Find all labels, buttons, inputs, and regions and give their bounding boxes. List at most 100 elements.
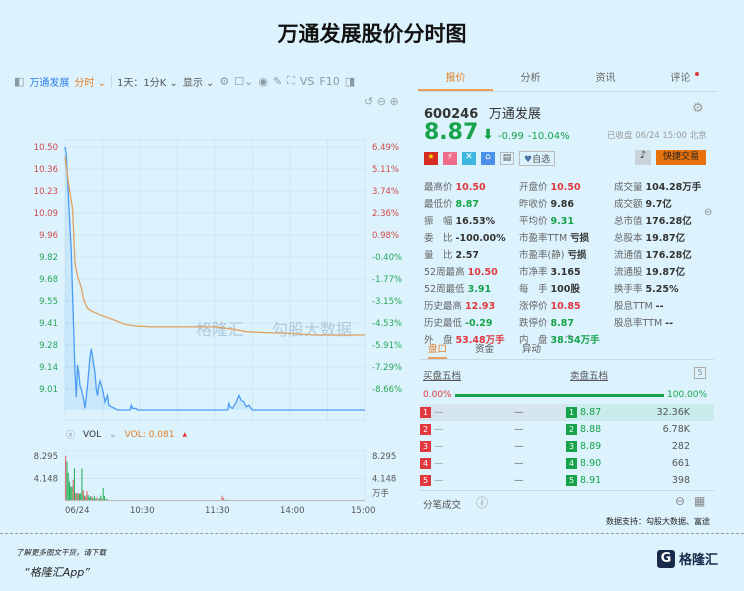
watchlist-button[interactable]: ♥自选 bbox=[519, 151, 556, 166]
gear-icon[interactable]: ⚙ bbox=[219, 74, 230, 88]
period-dropdown[interactable]: 1天：1分K ⌄ bbox=[116, 77, 178, 89]
volume-bar bbox=[83, 495, 85, 501]
volume-bar bbox=[71, 486, 73, 501]
tab-label: 资讯 bbox=[595, 73, 616, 84]
bid-level: 5 bbox=[420, 475, 431, 486]
volume-bar bbox=[96, 497, 98, 501]
down-arrow-icon: ⬇ bbox=[482, 127, 495, 143]
stock-name: 万通发展 bbox=[488, 107, 541, 122]
volume-bar bbox=[95, 498, 97, 501]
tab-2[interactable]: 资讯 bbox=[568, 66, 643, 91]
more-icon[interactable]: ⊖ bbox=[704, 207, 713, 218]
y-right-tick: 2.36% bbox=[372, 209, 399, 219]
stat-value: 12.93 bbox=[465, 301, 496, 312]
notification-dot bbox=[694, 72, 699, 76]
x-tick: 10:30 bbox=[130, 506, 155, 516]
zoom-out-icon[interactable]: ⊖ bbox=[376, 95, 386, 108]
stat-label: 股息率TTM bbox=[614, 318, 663, 329]
volume-bar bbox=[78, 493, 80, 501]
stat-value: 亏损 bbox=[567, 250, 587, 261]
y-left-tick: 9.14 bbox=[39, 363, 58, 373]
margin-icon[interactable]: ⚡ bbox=[443, 152, 457, 165]
y-right-tick: 6.49% bbox=[372, 143, 399, 153]
quick-trade-button[interactable]: 快捷交易 bbox=[656, 150, 706, 165]
level-count-button[interactable]: 5 bbox=[694, 367, 706, 379]
up-arrow-icon: ▲ bbox=[182, 431, 188, 438]
stat-value: 9.7亿 bbox=[645, 199, 672, 210]
square-dropdown-icon[interactable]: ☐⌄ bbox=[234, 74, 254, 88]
f10-button[interactable]: F10 bbox=[319, 74, 340, 88]
watermark-gelonghui: 格隆汇 bbox=[196, 320, 244, 339]
mode-dropdown[interactable]: 分时 ⌄ bbox=[74, 77, 106, 89]
volume-bar bbox=[100, 495, 102, 501]
orderbook-row: 3— — 3 8.89 282 bbox=[420, 438, 714, 455]
vs-button[interactable]: VS bbox=[299, 74, 315, 88]
price-change-pct: -10.04% bbox=[527, 131, 570, 142]
data-source: 数据支持：勾股大数据、富途 bbox=[606, 517, 710, 526]
subtab-1[interactable]: 资金 bbox=[475, 344, 495, 355]
ask-level: 3 bbox=[566, 441, 577, 452]
volume-bar bbox=[68, 481, 70, 501]
collapse-icon[interactable]: ︿ bbox=[565, 330, 575, 340]
sidebar-toggle-icon[interactable]: ◧ bbox=[14, 74, 25, 88]
chart-toolbar: ◧ 万通发展 分时 ⌄ 1天：1分K ⌄ 显示 ⌄ ⚙ ☐⌄ ◉ ✎ ⛶ VS … bbox=[14, 72, 414, 90]
orderbook-row: 5— — 5 8.91 398 bbox=[420, 472, 714, 489]
stat-label: 股息TTM bbox=[614, 301, 653, 312]
stat-value: -100.00% bbox=[455, 233, 506, 244]
app-name: “格隆汇App” bbox=[24, 566, 90, 579]
stat-value: 8.87 bbox=[550, 318, 574, 329]
price-change: -0.99 bbox=[498, 131, 524, 142]
stat-label: 成交额 bbox=[614, 199, 643, 210]
camera-icon[interactable]: ◉ bbox=[258, 74, 268, 88]
y-right-tick: -3.15% bbox=[372, 297, 402, 307]
ask-volume: 32.36K bbox=[656, 407, 690, 418]
tab-0[interactable]: 报价 bbox=[418, 66, 493, 91]
close-indicator-icon[interactable]: ⓧ bbox=[66, 431, 76, 441]
tab-label: 评论 bbox=[670, 73, 691, 84]
tab-3[interactable]: 评论 bbox=[643, 66, 718, 91]
chevron-down-icon[interactable]: ⌄ bbox=[109, 429, 117, 440]
display-dropdown[interactable]: 显示 ⌄ bbox=[182, 77, 215, 89]
volume-bar bbox=[65, 455, 67, 501]
subtab-2[interactable]: 异动 bbox=[522, 344, 542, 355]
stat-item: 内 盘 38.54万手 bbox=[519, 332, 614, 346]
stock-header: 600246 万通发展 bbox=[424, 103, 541, 122]
settings-icon[interactable]: ⚙ bbox=[692, 101, 704, 116]
volume-bar bbox=[98, 498, 100, 501]
fullscreen-icon[interactable]: ⛶ bbox=[287, 74, 295, 87]
stat-value: 16.53% bbox=[455, 216, 496, 227]
chart-zoom-controls: ↺ ⊖ ⊕ bbox=[364, 95, 399, 108]
minus-icon[interactable]: ⊖ bbox=[675, 494, 686, 508]
info-icon[interactable]: ⓘ bbox=[476, 496, 489, 510]
indicator-name[interactable]: VOL bbox=[83, 429, 102, 440]
stat-value: 3.165 bbox=[550, 267, 581, 278]
stat-label: 涨停价 bbox=[519, 301, 548, 312]
stat-item: 每 手 100股 bbox=[519, 281, 614, 295]
stat-value: -- bbox=[665, 318, 674, 329]
logo-text: 格隆汇 bbox=[679, 553, 719, 568]
undo-icon[interactable]: ↺ bbox=[364, 95, 374, 108]
stat-label: 平均价 bbox=[519, 216, 548, 227]
promo-text: 了解更多图文干货，请下载 bbox=[16, 548, 106, 557]
subtab-0[interactable]: 盘口 bbox=[428, 340, 448, 359]
stat-item: 市净率 3.165 bbox=[519, 264, 614, 278]
stat-label: 振 幅 bbox=[424, 216, 453, 227]
grid-icon[interactable]: ▦ bbox=[694, 494, 706, 508]
stat-value: 176.28亿 bbox=[645, 216, 692, 227]
volume-bar bbox=[93, 496, 95, 501]
connect-icon[interactable]: ✕ bbox=[462, 152, 476, 165]
tag-icon[interactable]: ⌂ bbox=[481, 152, 495, 165]
note-icon[interactable]: ▤ bbox=[500, 152, 514, 165]
y-left-tick: 9.28 bbox=[39, 341, 58, 351]
bid-price: — bbox=[434, 407, 444, 418]
stat-item: 52周最高 10.50 bbox=[424, 264, 519, 278]
vol-value: VOL: 0.081 bbox=[124, 429, 175, 440]
stat-label: 换手率 bbox=[614, 284, 643, 295]
pencil-icon[interactable]: ✎ bbox=[272, 74, 283, 88]
x-tick: 06/24 bbox=[65, 506, 90, 516]
panel-toggle-icon[interactable]: ◨ bbox=[344, 74, 356, 88]
tab-1[interactable]: 分析 bbox=[493, 66, 568, 91]
bell-icon[interactable]: ♪ bbox=[635, 150, 651, 165]
stock-name-link[interactable]: 万通发展 bbox=[29, 77, 70, 89]
zoom-in-icon[interactable]: ⊕ bbox=[389, 95, 399, 108]
